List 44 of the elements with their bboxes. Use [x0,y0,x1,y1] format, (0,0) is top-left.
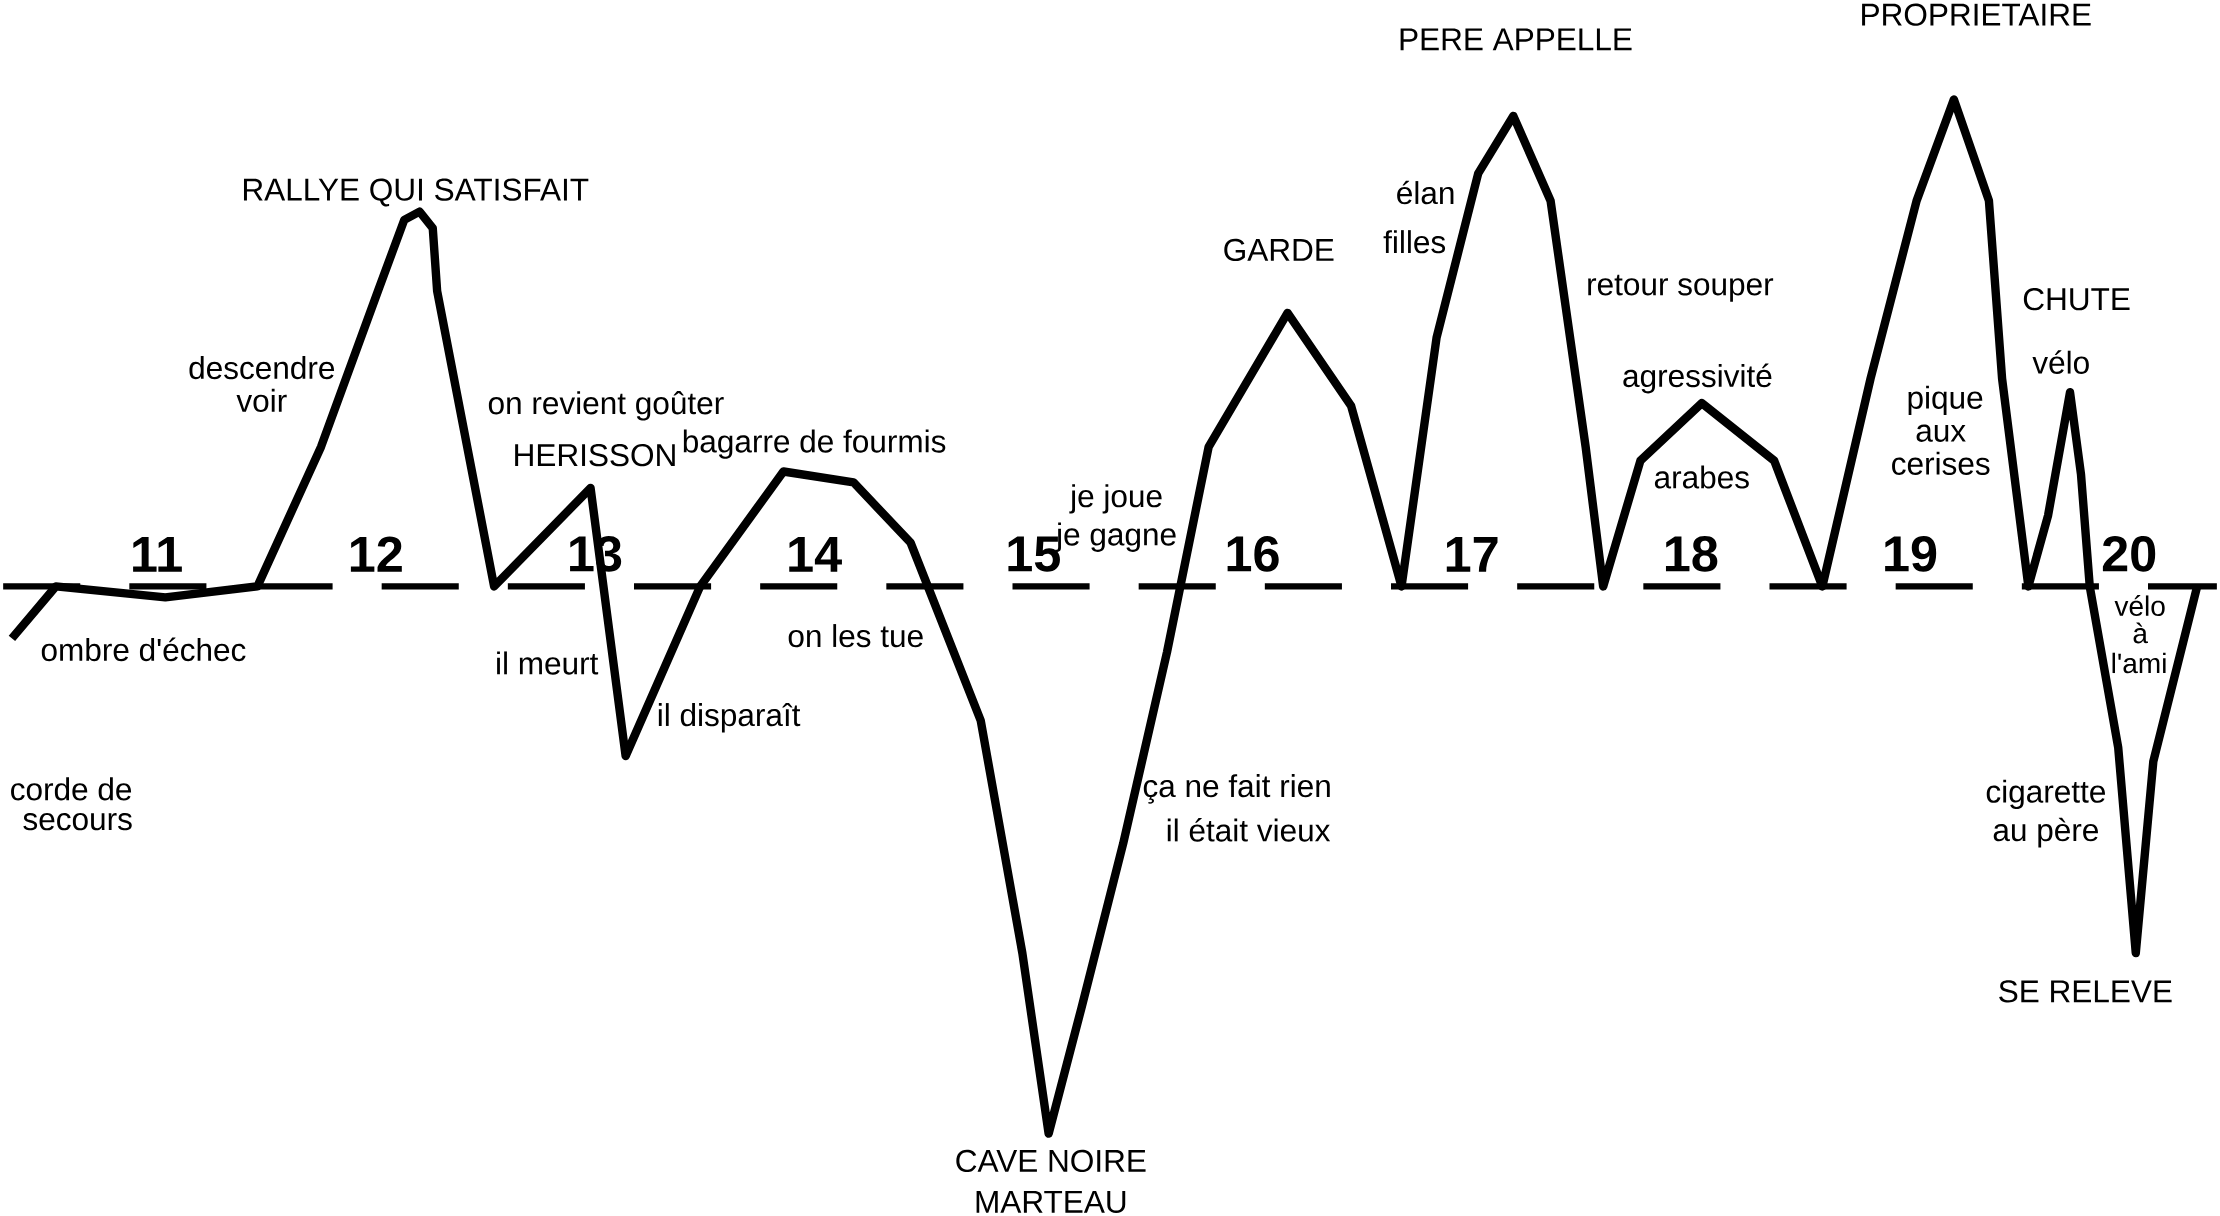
annotation: il disparaît [658,702,801,733]
x-tick-label: 12 [350,536,402,572]
annotation: pique [1908,385,1983,415]
annotation: RALLYE QUI SATISFAIT [243,178,589,207]
annotation: cigarette [1986,779,2106,809]
annotation: au père [1993,817,2098,848]
x-tick-label: 18 [1665,535,1718,572]
annotation: ça ne fait rien [1143,773,1330,804]
annotation: retour souper [1588,274,1774,302]
x-tick-label: 14 [789,536,842,572]
annotation: vélo [2032,350,2089,374]
text: PROPRIETAIRE [1862,3,2091,26]
annotation: corde de [11,777,132,801]
annotation: HERISSON [515,443,675,467]
annotation: il meurt [497,651,599,675]
annotation: à [2133,622,2148,644]
x-tick-label: 17 [1446,536,1498,572]
annotation: arabes [1654,465,1749,489]
annotation: voir [236,388,287,412]
text: CAVE NOIRE [956,1149,1146,1172]
annotation: il était vieux [1167,817,1331,842]
annotation: on les tue [788,623,923,648]
x-tick-label: 20 [2102,535,2156,572]
text: MARTEAU [976,1190,1126,1213]
x-tick-label: 16 [1227,535,1279,572]
x-tick-label: 19 [1885,535,1937,572]
annotation: vélo [2114,594,2165,616]
x-tick-label: 11 [133,536,182,572]
annotation: descendre [189,355,335,379]
text: PERE APPELLE [1400,28,1632,50]
annotation: secours [23,812,132,831]
annotation: GARDE [1224,238,1334,261]
annotation: aux [1916,424,1966,442]
annotation: élan [1397,180,1454,205]
annotation: filles [1383,229,1446,254]
annotation: je joue [1069,483,1162,514]
annotation: agressivité [1623,363,1772,394]
annotation: bagarre de fourmis [683,429,946,459]
annotation: CHUTE [2023,287,2130,311]
annotation: on revient goûter [488,390,724,421]
annotation: SE RELEVE [1999,979,2172,1003]
annotation: l'ami [2112,652,2166,674]
annotation: cerises [1892,451,1990,475]
annotation: ombre d'échec [41,637,246,661]
